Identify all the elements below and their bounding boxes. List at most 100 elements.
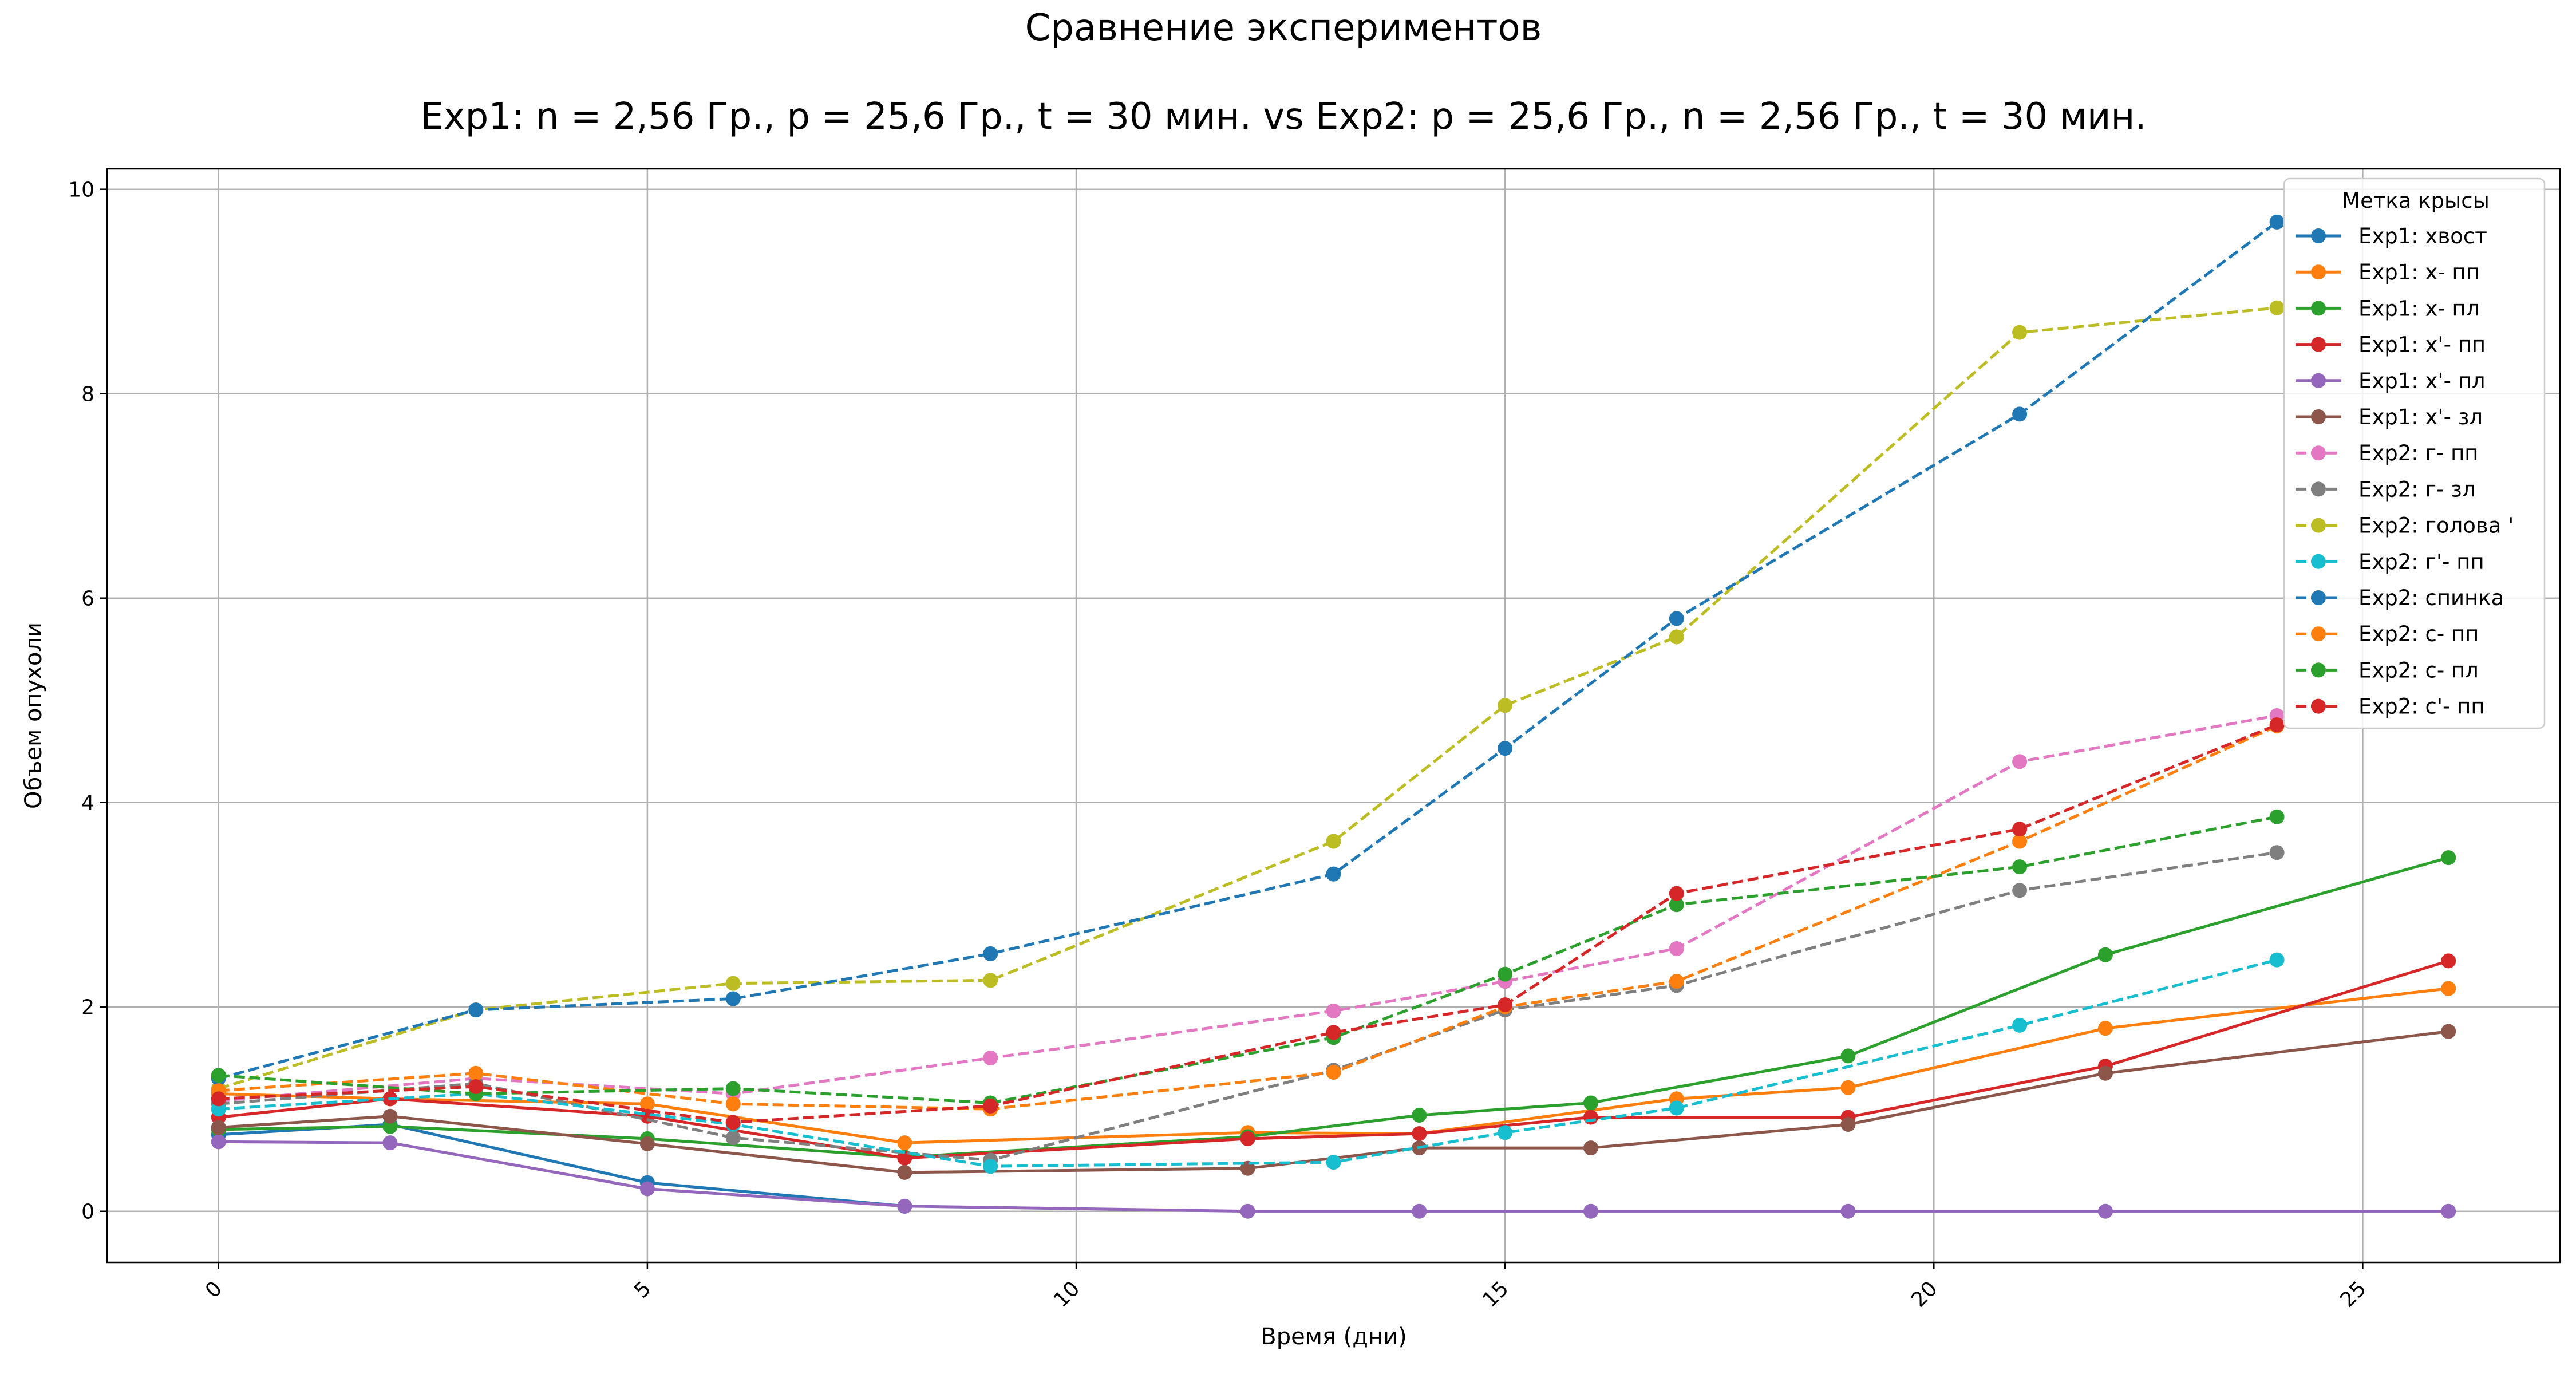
legend-marker xyxy=(2311,264,2326,280)
data-point xyxy=(639,1096,655,1112)
data-point xyxy=(1412,1203,1427,1219)
data-point xyxy=(1240,1203,1255,1219)
data-point xyxy=(468,1079,484,1094)
legend-entry: Exp1: х'- зл xyxy=(2296,405,2483,429)
legend-label: Exp1: хвост xyxy=(2358,224,2487,248)
legend-label: Exp2: голова ' xyxy=(2358,514,2514,538)
legend-label: Exp2: с- пп xyxy=(2358,622,2479,646)
data-point xyxy=(468,1002,484,1018)
y-tick-label: 6 xyxy=(81,587,94,611)
data-point xyxy=(983,1098,998,1114)
data-point xyxy=(382,1119,398,1134)
legend-entry: Exp1: х'- пл xyxy=(2296,369,2486,393)
data-point xyxy=(725,1130,741,1146)
data-point xyxy=(1412,1126,1427,1142)
data-point xyxy=(211,1134,226,1150)
legend-marker xyxy=(2311,554,2326,569)
data-point xyxy=(1498,997,1513,1013)
data-point xyxy=(1412,1107,1427,1123)
legend-title: Метка крысы xyxy=(2342,188,2490,213)
data-point xyxy=(1840,1203,1856,1219)
data-point xyxy=(897,1198,912,1214)
data-point xyxy=(2269,952,2285,968)
data-point xyxy=(1669,629,1684,645)
data-point xyxy=(2012,325,2028,340)
legend-entry: Exp2: с- пл xyxy=(2296,658,2479,682)
legend-label: Exp1: х- пп xyxy=(2358,260,2480,285)
legend-entry: Exp1: х'- пп xyxy=(2296,333,2486,357)
data-point xyxy=(382,1108,398,1124)
data-point xyxy=(211,1120,226,1135)
data-point xyxy=(1669,611,1684,626)
data-point xyxy=(897,1135,912,1151)
data-point xyxy=(1498,966,1513,982)
series-line xyxy=(218,306,2277,1090)
y-tick-label: 8 xyxy=(81,383,94,406)
legend-marker xyxy=(2311,698,2326,714)
data-point xyxy=(1669,941,1684,956)
x-axis-label: Время (дни) xyxy=(1261,1324,1406,1350)
legend-label: Exp2: г'- пп xyxy=(2358,550,2484,574)
data-point xyxy=(1583,1140,1598,1156)
data-point xyxy=(1669,897,1684,913)
data-point xyxy=(1498,741,1513,756)
data-point xyxy=(2012,754,2028,769)
legend-label: Exp2: г- пп xyxy=(2358,441,2478,465)
data-point xyxy=(2441,953,2456,969)
series-11 xyxy=(211,214,2285,1086)
data-point xyxy=(725,991,741,1006)
legend-entry: Exp2: г'- пп xyxy=(2296,550,2484,574)
data-point xyxy=(1669,974,1684,989)
data-point xyxy=(2012,822,2028,837)
data-point xyxy=(1583,1203,1598,1219)
legend-marker xyxy=(2311,445,2326,461)
series-line xyxy=(218,856,2449,1159)
series-line xyxy=(218,987,2449,1144)
data-point xyxy=(983,946,998,961)
data-point xyxy=(1669,886,1684,901)
data-point xyxy=(1840,1080,1856,1095)
legend-entry: Exp2: голова ' xyxy=(2296,514,2514,538)
data-point xyxy=(2012,406,2028,422)
legend-label: Exp1: х'- пл xyxy=(2358,369,2486,393)
data-point xyxy=(1326,1003,1341,1018)
data-point xyxy=(2097,1203,2113,1219)
legend-label: Exp2: с'- пп xyxy=(2358,694,2485,719)
legend-marker xyxy=(2311,590,2326,605)
legend-box xyxy=(2283,177,2546,729)
y-tick-label: 10 xyxy=(68,179,94,202)
data-point xyxy=(1840,1048,1856,1064)
legend-marker xyxy=(2311,373,2326,388)
data-point xyxy=(2012,883,2028,898)
legend-entry: Exp2: г- пп xyxy=(2296,441,2478,465)
data-point xyxy=(1326,1155,1341,1170)
legend-marker xyxy=(2311,626,2326,642)
data-point xyxy=(2269,845,2285,860)
y-axis-label: Объем опухоли xyxy=(21,622,47,809)
legend-entry: Exp2: с- пп xyxy=(2296,622,2479,646)
data-point xyxy=(983,973,998,988)
legend-label: Exp1: х'- зл xyxy=(2358,405,2483,429)
y-tick-label: 2 xyxy=(81,996,94,1020)
data-point xyxy=(897,1164,912,1180)
legend-entry: Exp1: х- пп xyxy=(2296,260,2480,285)
legend-entry: Exp2: г- зл xyxy=(2296,477,2475,502)
data-point xyxy=(725,1115,741,1130)
y-tick-label: 0 xyxy=(81,1201,94,1224)
plot-frame xyxy=(106,168,2561,1264)
y-tick-label: 4 xyxy=(81,792,94,815)
series-line xyxy=(218,960,2449,1160)
data-point xyxy=(639,1136,655,1151)
legend-label: Exp1: х'- пп xyxy=(2358,333,2486,357)
data-point xyxy=(1326,834,1341,849)
data-point xyxy=(1240,1131,1255,1147)
data-point xyxy=(2441,1203,2456,1219)
series-group xyxy=(211,214,2456,1219)
legend-marker xyxy=(2311,518,2326,533)
data-point xyxy=(468,1065,484,1081)
legend-label: Exp2: спинка xyxy=(2358,586,2504,610)
data-point xyxy=(1326,866,1341,882)
data-point xyxy=(725,1081,741,1096)
legend-label: Exp2: с- пл xyxy=(2358,658,2479,682)
